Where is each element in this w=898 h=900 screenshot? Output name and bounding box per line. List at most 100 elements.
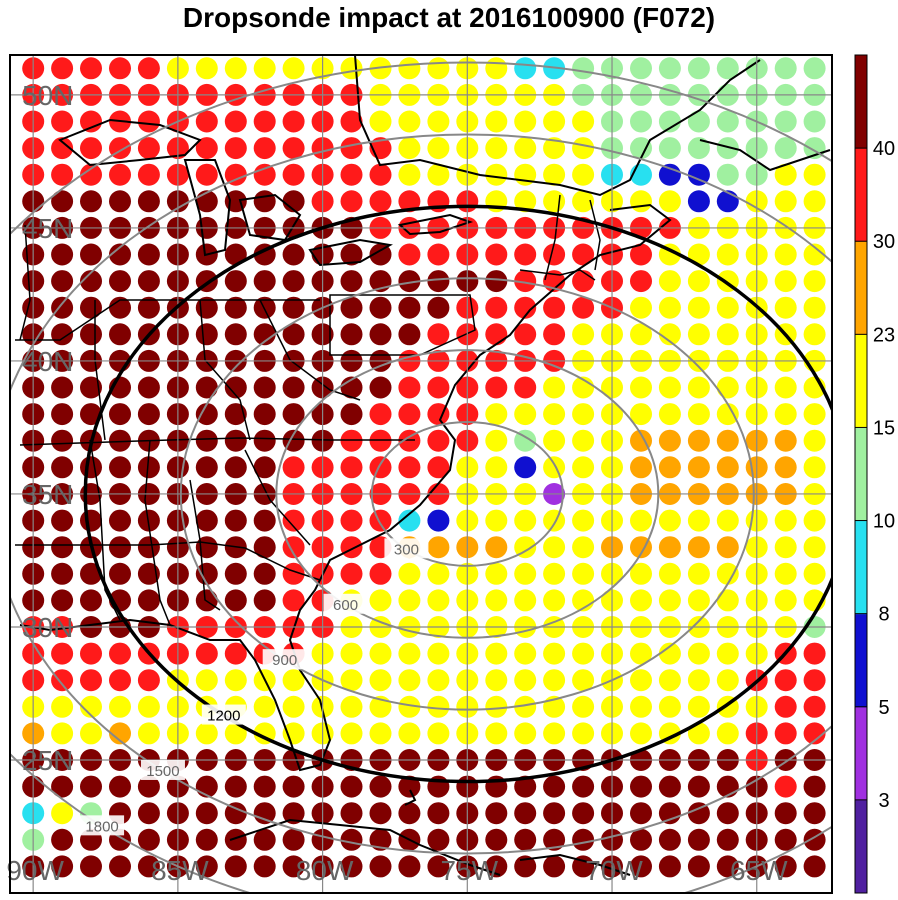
lon-label: 85W — [151, 855, 209, 886]
lon-label: 80W — [296, 855, 354, 886]
impact-dot — [658, 509, 681, 532]
impact-dot — [80, 855, 102, 878]
impact-dot — [398, 509, 421, 532]
impact-dot — [687, 243, 710, 266]
impact-dot — [51, 642, 74, 665]
impact-dot — [630, 137, 652, 160]
impact-dot — [340, 456, 363, 479]
impact-dot — [485, 296, 508, 319]
impact-dot — [572, 695, 595, 718]
impact-dot — [137, 456, 160, 479]
impact-dot — [369, 456, 392, 479]
impact-dot — [485, 110, 508, 133]
impact-dot — [572, 722, 595, 745]
impact-dot — [485, 323, 508, 346]
colorbar-segment — [855, 520, 867, 615]
impact-dot — [340, 403, 363, 426]
impact-dot — [195, 323, 218, 346]
impact-dot — [282, 137, 305, 160]
impact-dot — [427, 509, 450, 532]
impact-dot — [572, 828, 595, 851]
impact-dot — [543, 376, 566, 399]
impact-dot — [51, 802, 74, 825]
impact-dot — [195, 536, 218, 559]
impact-dot — [514, 695, 537, 718]
impact-dot — [803, 190, 826, 213]
impact-dot — [716, 828, 739, 851]
impact-dot — [514, 775, 537, 798]
impact-dot — [398, 190, 421, 213]
impact-dot — [485, 163, 508, 186]
impact-dot — [369, 722, 392, 745]
ring-label: 300 — [394, 541, 419, 558]
impact-dot — [485, 243, 508, 266]
impact-dot — [514, 429, 537, 452]
impact-dot — [109, 456, 131, 479]
impact-dot — [803, 57, 826, 80]
impact-dot — [687, 270, 710, 293]
impact-dot — [485, 456, 508, 479]
colorbar-label: 23 — [873, 324, 895, 346]
impact-dot — [224, 589, 247, 612]
impact-dot — [543, 562, 566, 585]
impact-dot — [630, 695, 652, 718]
impact-dot — [630, 589, 652, 612]
impact-dot — [109, 243, 131, 266]
impact-dot — [514, 376, 537, 399]
impact-dot — [282, 802, 305, 825]
ring-label: 1800 — [85, 818, 118, 835]
impact-dot — [109, 855, 131, 878]
impact-dot — [253, 137, 276, 160]
impact-dot — [543, 775, 566, 798]
impact-dot — [80, 57, 102, 80]
ring-label: 900 — [272, 652, 297, 669]
impact-dot — [80, 695, 102, 718]
impact-dot — [658, 376, 681, 399]
impact-dot — [485, 137, 508, 160]
impact-dot — [51, 296, 74, 319]
impact-dot — [137, 403, 160, 426]
impact-dot — [803, 323, 826, 346]
impact-dot — [253, 296, 276, 319]
colorbar-label: 3 — [878, 790, 889, 812]
impact-dot — [224, 110, 247, 133]
impact-dot — [572, 163, 595, 186]
lon-label: 75W — [441, 855, 499, 886]
impact-dot — [282, 57, 305, 80]
impact-dot — [109, 509, 131, 532]
impact-dot — [543, 669, 566, 692]
impact-dot — [485, 562, 508, 585]
impact-dot — [195, 403, 218, 426]
impact-dot — [282, 828, 305, 851]
impact-dot — [572, 110, 595, 133]
impact-dot — [80, 110, 102, 133]
impact-dot — [716, 669, 739, 692]
impact-dot — [427, 323, 450, 346]
impact-dot — [369, 828, 392, 851]
impact-dot — [224, 722, 247, 745]
impact-dot — [803, 270, 826, 293]
impact-dot — [340, 669, 363, 692]
impact-dot — [253, 775, 276, 798]
impact-dot — [109, 695, 131, 718]
impact-dot — [543, 296, 566, 319]
impact-dot — [658, 429, 681, 452]
impact-dot — [340, 243, 363, 266]
impact-dot — [658, 589, 681, 612]
impact-dot — [803, 509, 826, 532]
impact-dot — [80, 243, 102, 266]
impact-dot — [716, 57, 739, 80]
impact-dot — [630, 190, 652, 213]
ring-label: 600 — [333, 597, 358, 614]
impact-dot — [658, 403, 681, 426]
impact-dot — [369, 642, 392, 665]
impact-dot — [803, 243, 826, 266]
impact-dot — [687, 562, 710, 585]
impact-dot — [833, 84, 855, 106]
impact-dot — [369, 376, 392, 399]
colorbar-segment — [855, 427, 867, 521]
impact-dot — [282, 323, 305, 346]
impact-dot — [427, 57, 450, 80]
impact-dot — [658, 669, 681, 692]
impact-dot — [80, 323, 102, 346]
